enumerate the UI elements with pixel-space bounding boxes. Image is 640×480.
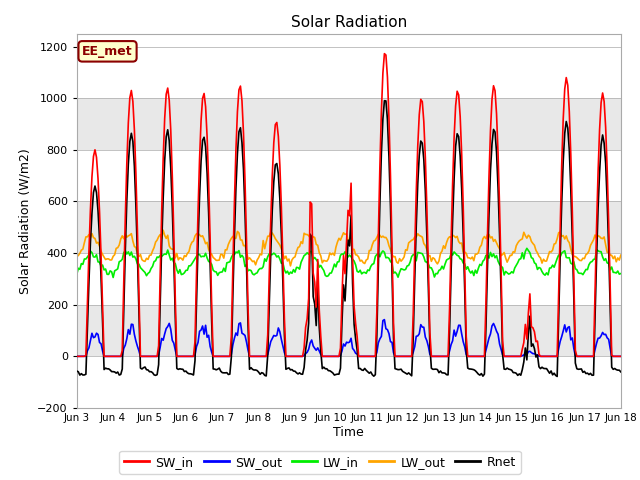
LW_in bbox=[255, 267, 262, 273]
LW_out bbox=[617, 252, 625, 258]
Title: Solar Radiation: Solar Radiation bbox=[291, 15, 407, 30]
LW_in bbox=[237, 254, 244, 260]
LW_in bbox=[73, 272, 81, 277]
SW_in bbox=[311, 279, 319, 285]
Rnet bbox=[617, 369, 625, 375]
SW_out bbox=[140, 353, 147, 359]
Rnet bbox=[253, 368, 261, 373]
LW_in bbox=[312, 257, 320, 263]
SW_out bbox=[617, 353, 625, 359]
Line: LW_out: LW_out bbox=[77, 230, 621, 266]
Line: Rnet: Rnet bbox=[77, 101, 621, 376]
LW_in bbox=[109, 275, 117, 280]
Line: SW_in: SW_in bbox=[77, 54, 621, 356]
Bar bbox=[77, 47, 621, 98]
Rnet bbox=[311, 301, 319, 307]
LW_out bbox=[140, 258, 147, 264]
Bar bbox=[77, 253, 621, 305]
LW_in bbox=[264, 254, 271, 260]
Text: EE_met: EE_met bbox=[82, 45, 133, 58]
SW_out bbox=[235, 321, 243, 326]
Bar bbox=[77, 150, 621, 202]
Bar bbox=[77, 98, 621, 150]
LW_out bbox=[255, 255, 262, 261]
Bar bbox=[77, 356, 621, 408]
Bar bbox=[77, 305, 621, 356]
LW_in bbox=[589, 256, 597, 262]
Y-axis label: Solar Radiation (W/m2): Solar Radiation (W/m2) bbox=[19, 148, 32, 294]
Rnet bbox=[235, 129, 243, 135]
LW_in bbox=[141, 270, 149, 276]
LW_out bbox=[264, 233, 271, 239]
LW_in bbox=[617, 271, 625, 276]
LW_in bbox=[523, 245, 531, 251]
SW_in bbox=[235, 87, 243, 93]
LW_out bbox=[237, 237, 244, 243]
Line: SW_out: SW_out bbox=[77, 320, 621, 356]
SW_out bbox=[381, 317, 388, 323]
SW_out bbox=[73, 353, 81, 359]
Rnet bbox=[73, 368, 81, 374]
LW_out bbox=[314, 242, 321, 248]
Rnet bbox=[554, 373, 561, 379]
SW_in bbox=[588, 353, 596, 359]
Legend: SW_in, SW_out, LW_in, LW_out, Rnet: SW_in, SW_out, LW_in, LW_out, Rnet bbox=[120, 451, 520, 474]
LW_out bbox=[73, 253, 81, 259]
LW_out bbox=[287, 263, 294, 269]
X-axis label: Time: Time bbox=[333, 426, 364, 439]
SW_out bbox=[262, 353, 270, 359]
SW_in bbox=[617, 353, 625, 359]
Rnet bbox=[381, 98, 388, 104]
SW_out bbox=[311, 345, 319, 351]
SW_in bbox=[381, 51, 388, 57]
Rnet bbox=[140, 365, 147, 371]
Bar bbox=[77, 202, 621, 253]
SW_in bbox=[253, 353, 261, 359]
SW_out bbox=[588, 353, 596, 359]
Line: LW_in: LW_in bbox=[77, 248, 621, 277]
SW_in bbox=[262, 353, 270, 359]
LW_out bbox=[159, 228, 167, 233]
Rnet bbox=[262, 373, 270, 379]
SW_in bbox=[73, 353, 81, 359]
LW_out bbox=[589, 237, 597, 243]
SW_in bbox=[140, 353, 147, 359]
Rnet bbox=[589, 372, 597, 378]
SW_out bbox=[253, 353, 261, 359]
